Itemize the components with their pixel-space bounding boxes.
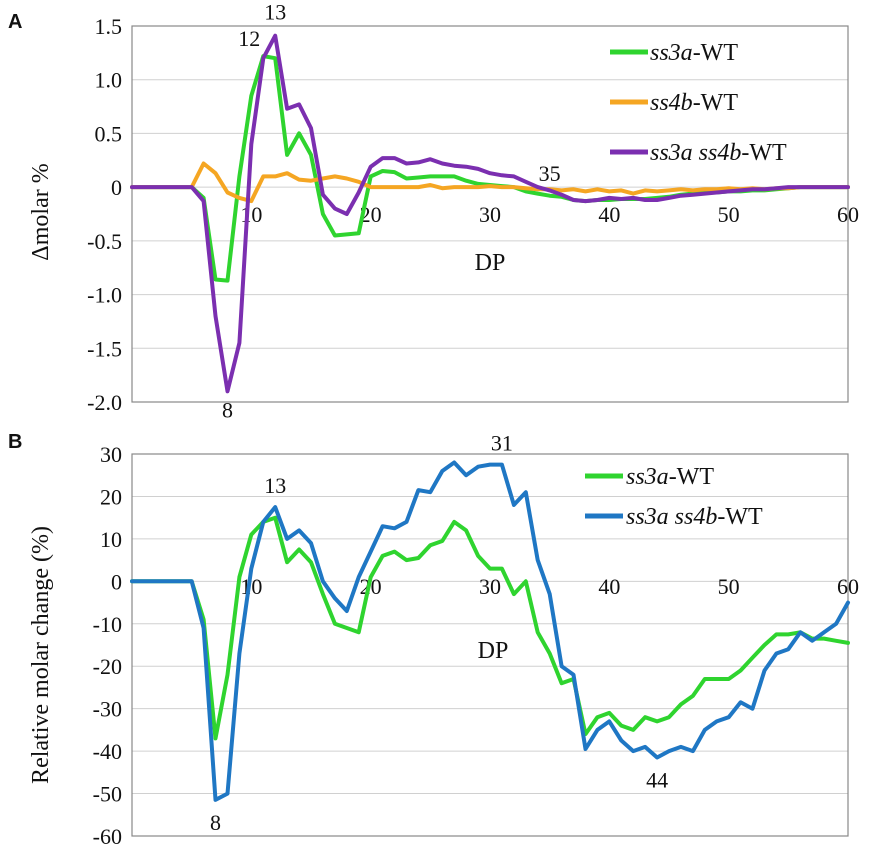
panel-a-x-tick-label: 50: [718, 202, 740, 227]
panel-b-series-line-2: [130, 460, 850, 802]
panel-a-series: [130, 33, 850, 394]
panel-a-series-line-2: [130, 161, 850, 204]
panel-b-x-axis-label: DP: [478, 638, 509, 664]
panel-b-y-axis-label: Relative molar change (%): [28, 526, 54, 784]
panel-a-annotation: 12: [238, 26, 260, 51]
panel-a-x-tick-label: 60: [837, 202, 859, 227]
panel-a-legend-label: ss3a ss4b-WT: [650, 140, 787, 166]
panel-b-annotation: 8: [210, 810, 221, 835]
panel-b-y-tick-label: 0: [111, 569, 122, 594]
panel-a-annotation: 8: [222, 397, 233, 422]
panel-b: B 30 20 10 0 -10 -20 -30 -40 -50 -60 10 20 30 40 50 60…: [8, 430, 859, 849]
panel-a-y-tick-label: -1.5: [87, 336, 122, 361]
panel-b-y-tick-label: -50: [93, 782, 122, 807]
panel-a-x-tick-label: 30: [479, 202, 501, 227]
panel-b-x-tick-label: 60: [837, 574, 859, 599]
panel-b-annotation: 13: [264, 473, 286, 498]
panel-a: A 1.51.00.50-0.5-1.0-1.5-2.0 10 20 30 40 50 6…: [8, 0, 859, 422]
panel-b-y-tick-labels: 30 20 10 0 -10 -20 -30 -40 -50 -60: [93, 442, 122, 849]
panel-a-x-tick-labels: 10 20 30 40 50 60: [240, 202, 859, 227]
panel-b-legend-label: ss3a-WT: [626, 464, 714, 490]
panel-b-y-tick-label: 10: [100, 527, 122, 552]
panel-a-y-tick-label: -2.0: [87, 390, 122, 415]
panel-a-series-line-1: [130, 54, 850, 283]
panel-a-series-line-3: [130, 33, 850, 394]
panel-b-y-tick-label: -60: [93, 824, 122, 849]
panel-b-plot-frame: [131, 453, 849, 837]
panel-b-x-tick-label: 50: [718, 574, 740, 599]
panel-a-x-axis-label: DP: [475, 250, 506, 276]
panel-a-legend-label: ss3a-WT: [650, 40, 738, 66]
panel-a-y-tick-label: 0: [111, 175, 122, 200]
panel-a-y-tick-labels: 1.5 1.0 0.5 0 -0.5 -1.0 -1.5 -2.0: [87, 14, 122, 415]
panel-b-y-tick-label: -10: [93, 612, 122, 637]
panel-b-y-tick-label: -40: [93, 739, 122, 764]
panel-a-letter: A: [8, 11, 22, 33]
panel-a-y-tick-label: -1.0: [87, 283, 122, 308]
panel-b-x-tick-label: 40: [598, 574, 620, 599]
panel-b-legend-label: ss3a ss4b-WT: [626, 504, 763, 530]
panel-a-y-axis-label: Δmolar %: [28, 163, 54, 260]
panel-b-x-tick-label: 10: [240, 574, 262, 599]
panel-b-x-tick-label: 30: [479, 574, 501, 599]
panel-a-x-tick-label: 40: [598, 202, 620, 227]
panel-b-series: [130, 460, 850, 802]
panel-a-legend-label: ss4b-WT: [650, 90, 738, 116]
panel-a-legend: ss3a-WT ss4b-WT ss3a ss4b-WT: [610, 40, 787, 166]
panel-b-legend: ss3a-WT ss3a ss4b-WT: [585, 464, 763, 530]
panel-b-series-line-1: [130, 515, 850, 741]
panel-b-annotation: 44: [646, 767, 668, 792]
panel-a-plot-frame: [131, 25, 849, 403]
panel-b-x-tick-labels: 10 20 30 40 50 60: [240, 574, 859, 599]
panel-b-annotation: 31: [491, 430, 513, 455]
panel-b-y-tick-label: -30: [93, 697, 122, 722]
panel-b-y-tick-label: 30: [100, 442, 122, 467]
panel-a-annotation: 13: [264, 0, 286, 25]
panel-b-y-tick-label: -20: [93, 654, 122, 679]
panel-a-y-tick-label: 0.5: [95, 121, 123, 146]
panel-b-letter: B: [8, 431, 22, 453]
panel-a-y-tick-label: 1.0: [95, 68, 123, 93]
panel-b-y-tick-label: 20: [100, 484, 122, 509]
panel-a-annotation: 35: [539, 161, 561, 186]
panel-a-x-tick-label: 10: [240, 202, 262, 227]
panel-a-y-tick-label: -0.5: [87, 229, 122, 254]
panel-b-annotations: 31 13 8 44: [210, 430, 668, 834]
panel-a-y-tick-label: 1.5: [95, 14, 123, 39]
